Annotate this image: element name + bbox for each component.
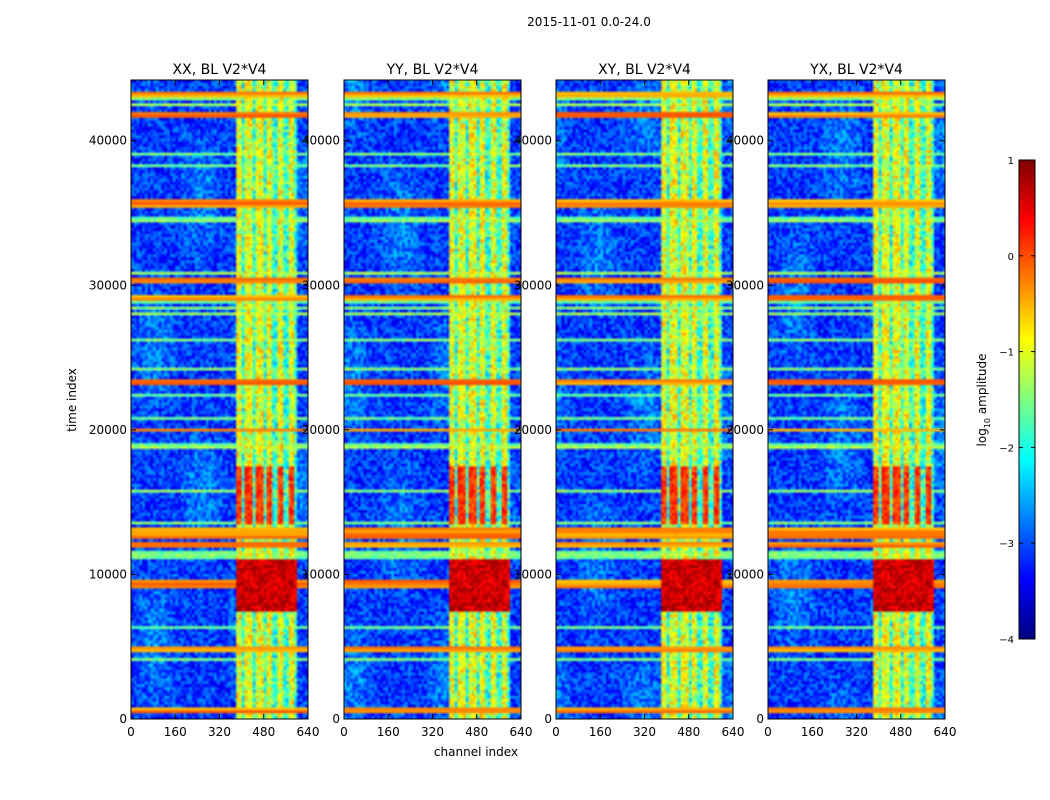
x-tick-label: 640 (722, 725, 745, 739)
x-tick-label: 480 (252, 725, 275, 739)
colorbar-tick-label: −1 (999, 348, 1014, 359)
panel-title: YY, BL V2*V4 (386, 62, 479, 78)
y-axis-label: time index (65, 368, 79, 432)
y-tick-label: 10000 (726, 567, 764, 581)
x-tick-label: 480 (889, 725, 912, 739)
x-tick-label: 640 (934, 725, 957, 739)
y-tick-label: 20000 (514, 423, 552, 437)
x-tick-label: 160 (377, 725, 400, 739)
heatmap-panel: YX, BL V2*V4 0 160 320 480 640 0 10000 20000 3000… (726, 62, 957, 739)
x-tick-label: 0 (764, 725, 772, 739)
colorbar: 1 0 −1 −2 −3 −4 log10 amplitude (975, 156, 1036, 646)
x-tick-label: 0 (340, 725, 348, 739)
y-tick-label: 0 (119, 712, 127, 726)
x-tick-label: 480 (465, 725, 488, 739)
y-tick-label: 40000 (302, 134, 340, 148)
y-tick-label: 30000 (89, 278, 127, 292)
colorbar-tick-label: 0 (1008, 252, 1014, 263)
x-tick-label: 320 (845, 725, 868, 739)
y-tick-label: 30000 (726, 278, 764, 292)
y-tick-label: 0 (756, 712, 764, 726)
x-tick-label: 480 (677, 725, 700, 739)
x-tick-label: 320 (633, 725, 656, 739)
colorbar-label: log10 amplitude (975, 354, 992, 447)
heatmap-panel: XX, BL V2*V4 0 160 320 480 640 0 10000 20000 3000… (89, 62, 320, 739)
y-tick-label: 20000 (302, 423, 340, 437)
y-tick-label: 10000 (302, 567, 340, 581)
x-axis-label: channel index (434, 745, 518, 759)
heatmap-image (344, 80, 521, 719)
panel-title: YX, BL V2*V4 (809, 62, 903, 78)
y-tick-label: 30000 (514, 278, 552, 292)
figure-suptitle: 2015-11-01 0.0-24.0 (527, 15, 651, 29)
colorbar-tick-label: 1 (1008, 156, 1014, 167)
colorbar-tick-label: −3 (999, 539, 1014, 550)
colorbar-tick-label: −4 (999, 635, 1014, 646)
y-tick-label: 0 (544, 712, 552, 726)
x-tick-label: 160 (801, 725, 824, 739)
colorbar-tick-label: −2 (999, 443, 1014, 454)
heatmap-image (131, 80, 308, 719)
y-tick-label: 0 (332, 712, 340, 726)
heatmap-image (556, 80, 733, 719)
y-tick-label: 30000 (302, 278, 340, 292)
x-tick-label: 0 (552, 725, 560, 739)
x-tick-label: 320 (208, 725, 231, 739)
heatmap-panel: XY, BL V2*V4 0 160 320 480 640 0 10000 20000 3000… (514, 62, 745, 739)
panel-title: XX, BL V2*V4 (173, 62, 267, 78)
heatmap-image (768, 80, 945, 719)
y-tick-label: 20000 (726, 423, 764, 437)
heatmap-panel: YY, BL V2*V4 0 160 320 480 640 0 10000 20000 3000… (302, 62, 533, 739)
y-tick-label: 40000 (514, 134, 552, 148)
y-tick-label: 10000 (89, 567, 127, 581)
x-tick-label: 640 (510, 725, 533, 739)
y-tick-label: 20000 (89, 423, 127, 437)
y-tick-label: 40000 (726, 134, 764, 148)
x-tick-label: 320 (421, 725, 444, 739)
y-tick-label: 40000 (89, 134, 127, 148)
x-tick-label: 0 (127, 725, 135, 739)
y-tick-label: 10000 (514, 567, 552, 581)
x-tick-label: 160 (164, 725, 187, 739)
x-tick-label: 160 (589, 725, 612, 739)
x-tick-label: 640 (297, 725, 320, 739)
colorbar-gradient (1018, 159, 1036, 640)
panel-title: XY, BL V2*V4 (598, 62, 691, 78)
